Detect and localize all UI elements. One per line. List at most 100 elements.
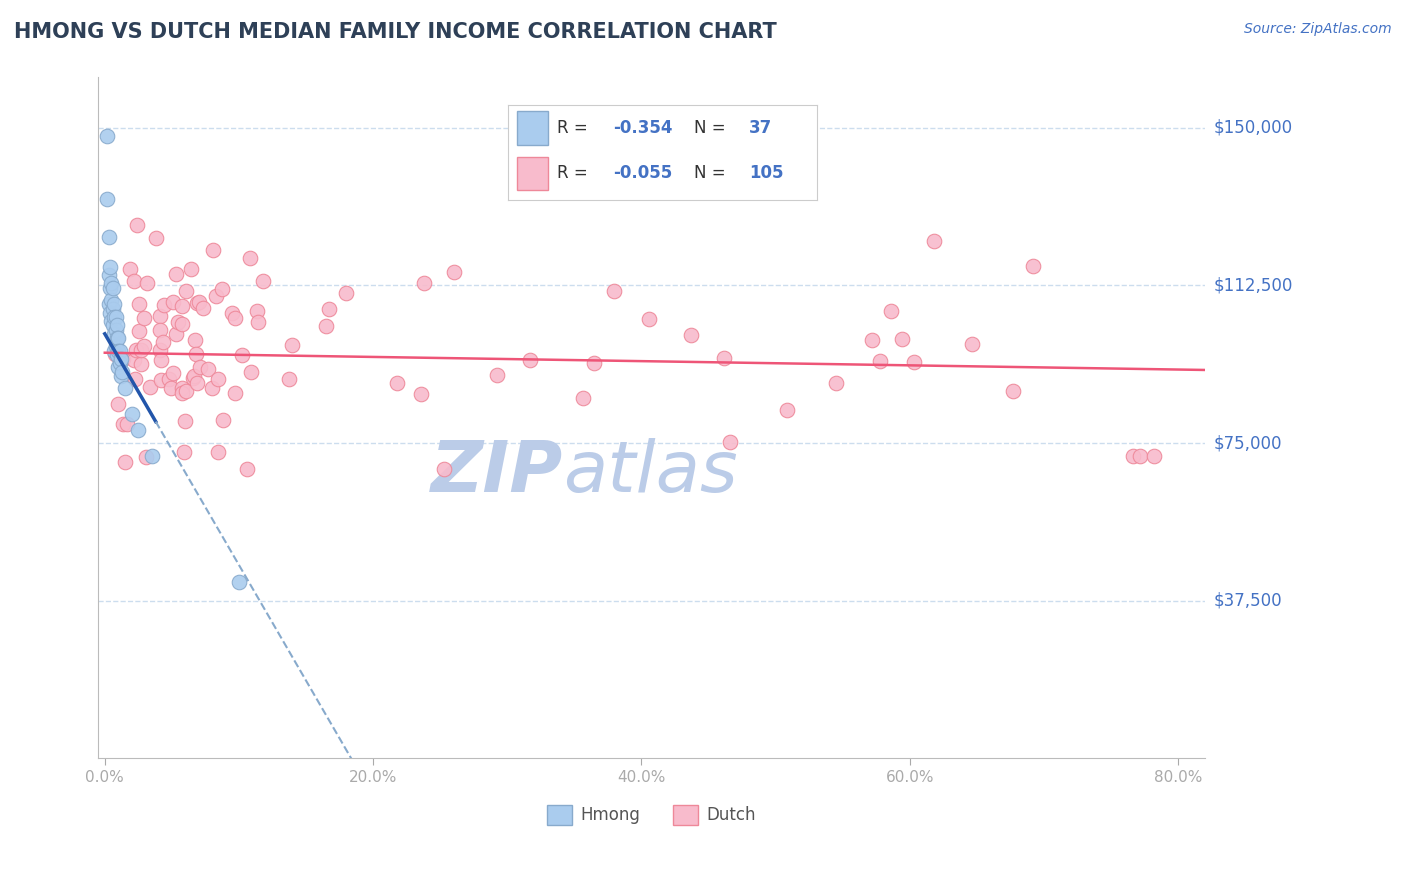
Text: atlas: atlas bbox=[562, 438, 738, 507]
Point bbox=[107, 360, 129, 375]
Point bbox=[141, 449, 163, 463]
Point bbox=[101, 318, 124, 333]
Point bbox=[101, 280, 124, 294]
Point bbox=[412, 277, 434, 291]
Point bbox=[433, 462, 456, 476]
Point bbox=[129, 343, 152, 357]
Point bbox=[134, 310, 156, 325]
Point bbox=[191, 301, 214, 315]
Point bbox=[104, 323, 127, 337]
Point bbox=[127, 424, 149, 438]
Point bbox=[572, 391, 595, 405]
Point bbox=[713, 351, 735, 365]
Point bbox=[207, 372, 229, 386]
Text: Source: ZipAtlas.com: Source: ZipAtlas.com bbox=[1244, 22, 1392, 37]
Point bbox=[197, 362, 219, 376]
Point bbox=[149, 343, 172, 357]
Point bbox=[211, 282, 233, 296]
Point bbox=[125, 343, 148, 357]
Point bbox=[315, 318, 337, 333]
Point bbox=[167, 315, 190, 329]
Point bbox=[100, 293, 122, 308]
Point bbox=[104, 339, 127, 353]
Point bbox=[98, 260, 121, 274]
Point bbox=[114, 381, 136, 395]
Point bbox=[960, 337, 983, 351]
Point bbox=[176, 284, 198, 298]
Text: HMONG VS DUTCH MEDIAN FAMILY INCOME CORRELATION CHART: HMONG VS DUTCH MEDIAN FAMILY INCOME CORR… bbox=[14, 22, 776, 42]
Point bbox=[891, 332, 914, 346]
Point bbox=[519, 352, 541, 367]
Point bbox=[860, 333, 883, 347]
Point bbox=[903, 355, 925, 369]
Point bbox=[172, 385, 194, 400]
Point bbox=[443, 265, 465, 279]
Point bbox=[110, 368, 132, 383]
Point bbox=[115, 417, 138, 431]
Point bbox=[246, 304, 269, 318]
Point bbox=[281, 337, 304, 351]
Point bbox=[153, 298, 176, 312]
Point bbox=[602, 285, 624, 299]
Point bbox=[108, 356, 131, 370]
Point bbox=[114, 455, 136, 469]
Point bbox=[183, 369, 205, 384]
Point bbox=[96, 129, 118, 144]
Point bbox=[107, 397, 129, 411]
Point bbox=[186, 296, 208, 310]
Point bbox=[96, 192, 118, 206]
Point bbox=[236, 462, 259, 476]
Point bbox=[98, 280, 121, 294]
Point bbox=[125, 218, 148, 232]
Point bbox=[205, 289, 228, 303]
Point bbox=[335, 286, 357, 301]
Point bbox=[100, 277, 122, 291]
Point bbox=[228, 574, 250, 589]
Point bbox=[110, 352, 132, 367]
Point bbox=[111, 365, 134, 379]
Point bbox=[180, 262, 202, 277]
Point bbox=[718, 434, 741, 449]
Point bbox=[139, 380, 162, 394]
Point bbox=[385, 376, 408, 391]
Point bbox=[1122, 449, 1144, 463]
Point bbox=[239, 252, 262, 266]
Point bbox=[145, 231, 167, 245]
Point bbox=[190, 360, 212, 375]
Point bbox=[224, 311, 246, 326]
Point bbox=[869, 354, 891, 368]
Point bbox=[162, 294, 184, 309]
Text: $112,500: $112,500 bbox=[1213, 277, 1292, 294]
Text: $37,500: $37,500 bbox=[1213, 591, 1282, 610]
Point bbox=[112, 351, 135, 366]
Point bbox=[105, 348, 128, 362]
Point bbox=[186, 376, 208, 390]
Point bbox=[124, 353, 146, 368]
Point bbox=[122, 274, 145, 288]
Point bbox=[134, 339, 156, 353]
Point bbox=[105, 318, 128, 333]
Point bbox=[318, 301, 340, 316]
Point bbox=[107, 343, 129, 358]
Point bbox=[187, 295, 209, 310]
Text: $150,000: $150,000 bbox=[1213, 119, 1292, 136]
Point bbox=[162, 366, 184, 380]
Point bbox=[97, 268, 120, 282]
Point bbox=[107, 331, 129, 345]
Point bbox=[173, 414, 195, 428]
Point bbox=[170, 381, 193, 395]
Point bbox=[170, 299, 193, 313]
Point bbox=[118, 261, 141, 276]
Point bbox=[201, 381, 224, 395]
Point bbox=[103, 326, 125, 341]
Point bbox=[128, 324, 150, 338]
Point bbox=[176, 384, 198, 398]
Point bbox=[103, 310, 125, 324]
Point bbox=[121, 407, 143, 421]
Point bbox=[111, 417, 134, 431]
Point bbox=[776, 402, 799, 417]
Point bbox=[173, 444, 195, 458]
Point bbox=[485, 368, 508, 383]
Point bbox=[825, 376, 848, 390]
Point bbox=[924, 235, 946, 249]
